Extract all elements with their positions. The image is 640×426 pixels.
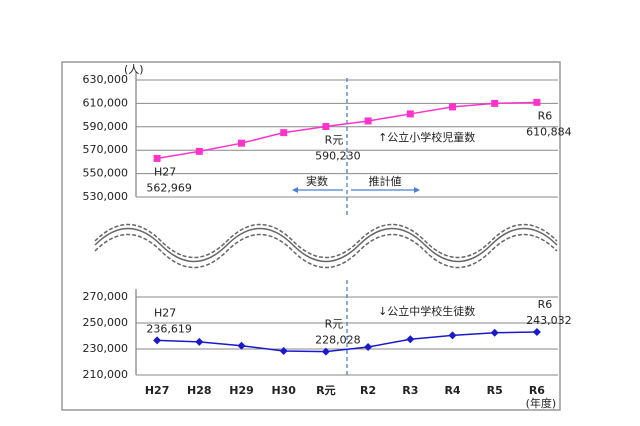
- marker: [321, 347, 330, 356]
- y-tick-label: 210,000: [83, 368, 129, 381]
- point-category-label: R元: [325, 318, 344, 331]
- y-tick-label: 590,000: [83, 120, 129, 133]
- marker: [448, 331, 457, 340]
- marker: [195, 147, 203, 155]
- arrow-head: [414, 187, 420, 193]
- marker: [279, 346, 288, 355]
- y-tick-label: 630,000: [83, 73, 129, 86]
- series-line: [157, 331, 537, 353]
- y-tick-label: 530,000: [83, 190, 129, 203]
- data-label: 228,028: [315, 334, 361, 347]
- x-tick-label: R2: [360, 384, 376, 397]
- marker: [449, 103, 456, 111]
- point-category-label: R元: [325, 134, 344, 147]
- data-label: 243,032: [526, 314, 572, 327]
- point-category-label: H27: [154, 306, 176, 319]
- y-tick-label: 270,000: [83, 290, 129, 303]
- marker: [237, 341, 246, 350]
- frame: [61, 61, 561, 411]
- x-axis-label: (年度): [526, 396, 557, 410]
- x-tick-label: R4: [444, 384, 460, 397]
- marker: [195, 337, 204, 346]
- marker: [406, 110, 414, 118]
- y-axis-label: (人): [124, 63, 144, 76]
- y-tick-label: 250,000: [83, 316, 129, 329]
- annotation: 推計値: [369, 174, 402, 188]
- x-tick-label: H28: [187, 384, 212, 397]
- annotation: 実数: [306, 174, 328, 188]
- series-name: ↓公立中学校生徒数: [378, 304, 475, 318]
- marker: [322, 123, 330, 131]
- y-tick-label: 610,000: [83, 96, 129, 109]
- axis-break: [94, 223, 558, 269]
- marker: [406, 335, 415, 344]
- marker: [490, 328, 499, 337]
- marker: [364, 117, 372, 125]
- y-tick-label: 230,000: [83, 342, 129, 355]
- series-line: [156, 101, 537, 160]
- marker: [491, 99, 499, 107]
- point-category-label: R6: [538, 109, 553, 122]
- marker: [153, 336, 162, 345]
- marker: [532, 328, 541, 337]
- series-name: ↑公立小学校児童数: [378, 130, 475, 144]
- x-tick-label: H27: [145, 384, 170, 397]
- arrow-head: [292, 187, 298, 193]
- marker: [153, 154, 161, 162]
- marker: [533, 98, 541, 106]
- x-tick-label: R3: [402, 384, 418, 397]
- data-label: 236,619: [146, 322, 192, 335]
- data-label: 562,969: [146, 181, 192, 194]
- data-label: 590,230: [315, 150, 361, 163]
- x-tick-label: R6: [529, 384, 545, 397]
- marker: [280, 129, 288, 137]
- marker: [238, 139, 245, 147]
- x-tick-label: H29: [229, 384, 254, 397]
- point-category-label: H27: [154, 165, 176, 178]
- y-tick-label: 550,000: [83, 167, 129, 180]
- x-tick-label: H30: [271, 384, 296, 397]
- data-label: 610,884: [526, 125, 572, 138]
- y-tick-label: 570,000: [83, 143, 129, 156]
- marker: [364, 343, 373, 352]
- x-tick-label: R5: [487, 384, 503, 397]
- x-tick-label: R元: [316, 384, 335, 397]
- point-category-label: R6: [538, 298, 553, 311]
